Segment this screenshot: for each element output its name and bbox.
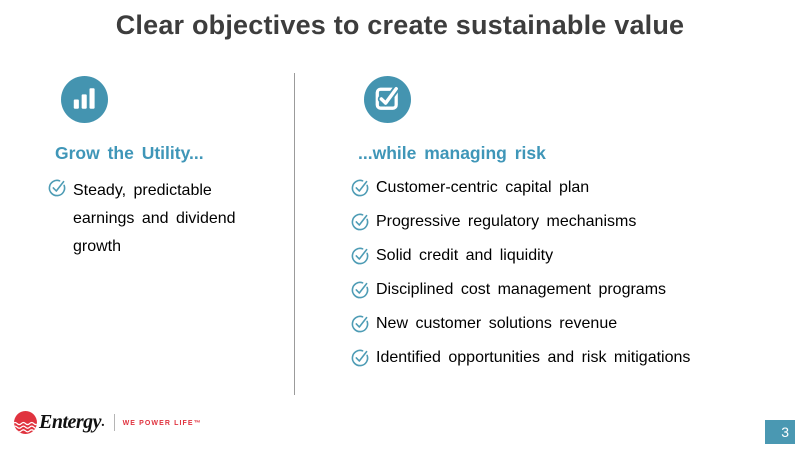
- bullet-text: Disciplined cost management programs: [376, 281, 667, 298]
- wordmark-dot: .: [101, 414, 105, 430]
- list-item: Identified opportunities and risk mitiga…: [350, 347, 788, 368]
- bullet-text: Steady, predictable earnings and dividen…: [73, 182, 236, 255]
- list-item: Solid credit and liquidity: [350, 245, 788, 266]
- tagline-divider: [113, 414, 115, 431]
- entergy-logo: Entergy. WE POWER LIFE™: [13, 410, 202, 435]
- right-column: ...while managing risk Customer-centric …: [351, 76, 788, 381]
- check-circle-icon: [351, 213, 369, 231]
- list-item: Steady, predictable earnings and dividen…: [47, 177, 285, 261]
- list-item: Customer-centric capital plan: [350, 177, 788, 198]
- left-column-heading: Grow the Utility...: [55, 143, 204, 163]
- list-item: New customer solutions revenue: [350, 313, 788, 334]
- tagline-text: WE POWER LIFE™: [122, 420, 202, 427]
- entergy-sun-icon: [14, 411, 37, 434]
- bullet-text: New customer solutions revenue: [376, 315, 618, 332]
- bar-chart-icon: [61, 76, 108, 123]
- check-circle-icon: [351, 179, 369, 197]
- check-circle-icon: [48, 179, 66, 197]
- checkbox-icon: [364, 76, 411, 123]
- check-circle-icon: [351, 281, 369, 299]
- bullet-text: Identified opportunities and risk mitiga…: [376, 349, 691, 366]
- check-circle-icon: [351, 247, 369, 265]
- column-divider: [294, 73, 295, 395]
- list-item: Disciplined cost management programs: [350, 279, 788, 300]
- right-column-heading: ...while managing risk: [358, 143, 546, 163]
- entergy-wordmark: Entergy: [39, 411, 102, 433]
- left-bullet-list: Steady, predictable earnings and dividen…: [47, 177, 285, 261]
- right-bullet-list: Customer-centric capital plan Progressiv…: [350, 177, 788, 368]
- check-circle-icon: [351, 349, 369, 367]
- page-title: Clear objectives to create sustainable v…: [115, 10, 685, 40]
- bullet-text: Progressive regulatory mechanisms: [376, 213, 637, 230]
- check-circle-icon: [351, 315, 369, 333]
- left-column: Grow the Utility... Steady, predictable …: [48, 76, 285, 274]
- page-number-badge: 3: [765, 420, 795, 444]
- list-item: Progressive regulatory mechanisms: [350, 211, 788, 232]
- bullet-text: Solid credit and liquidity: [376, 247, 554, 264]
- bullet-text: Customer-centric capital plan: [376, 179, 590, 196]
